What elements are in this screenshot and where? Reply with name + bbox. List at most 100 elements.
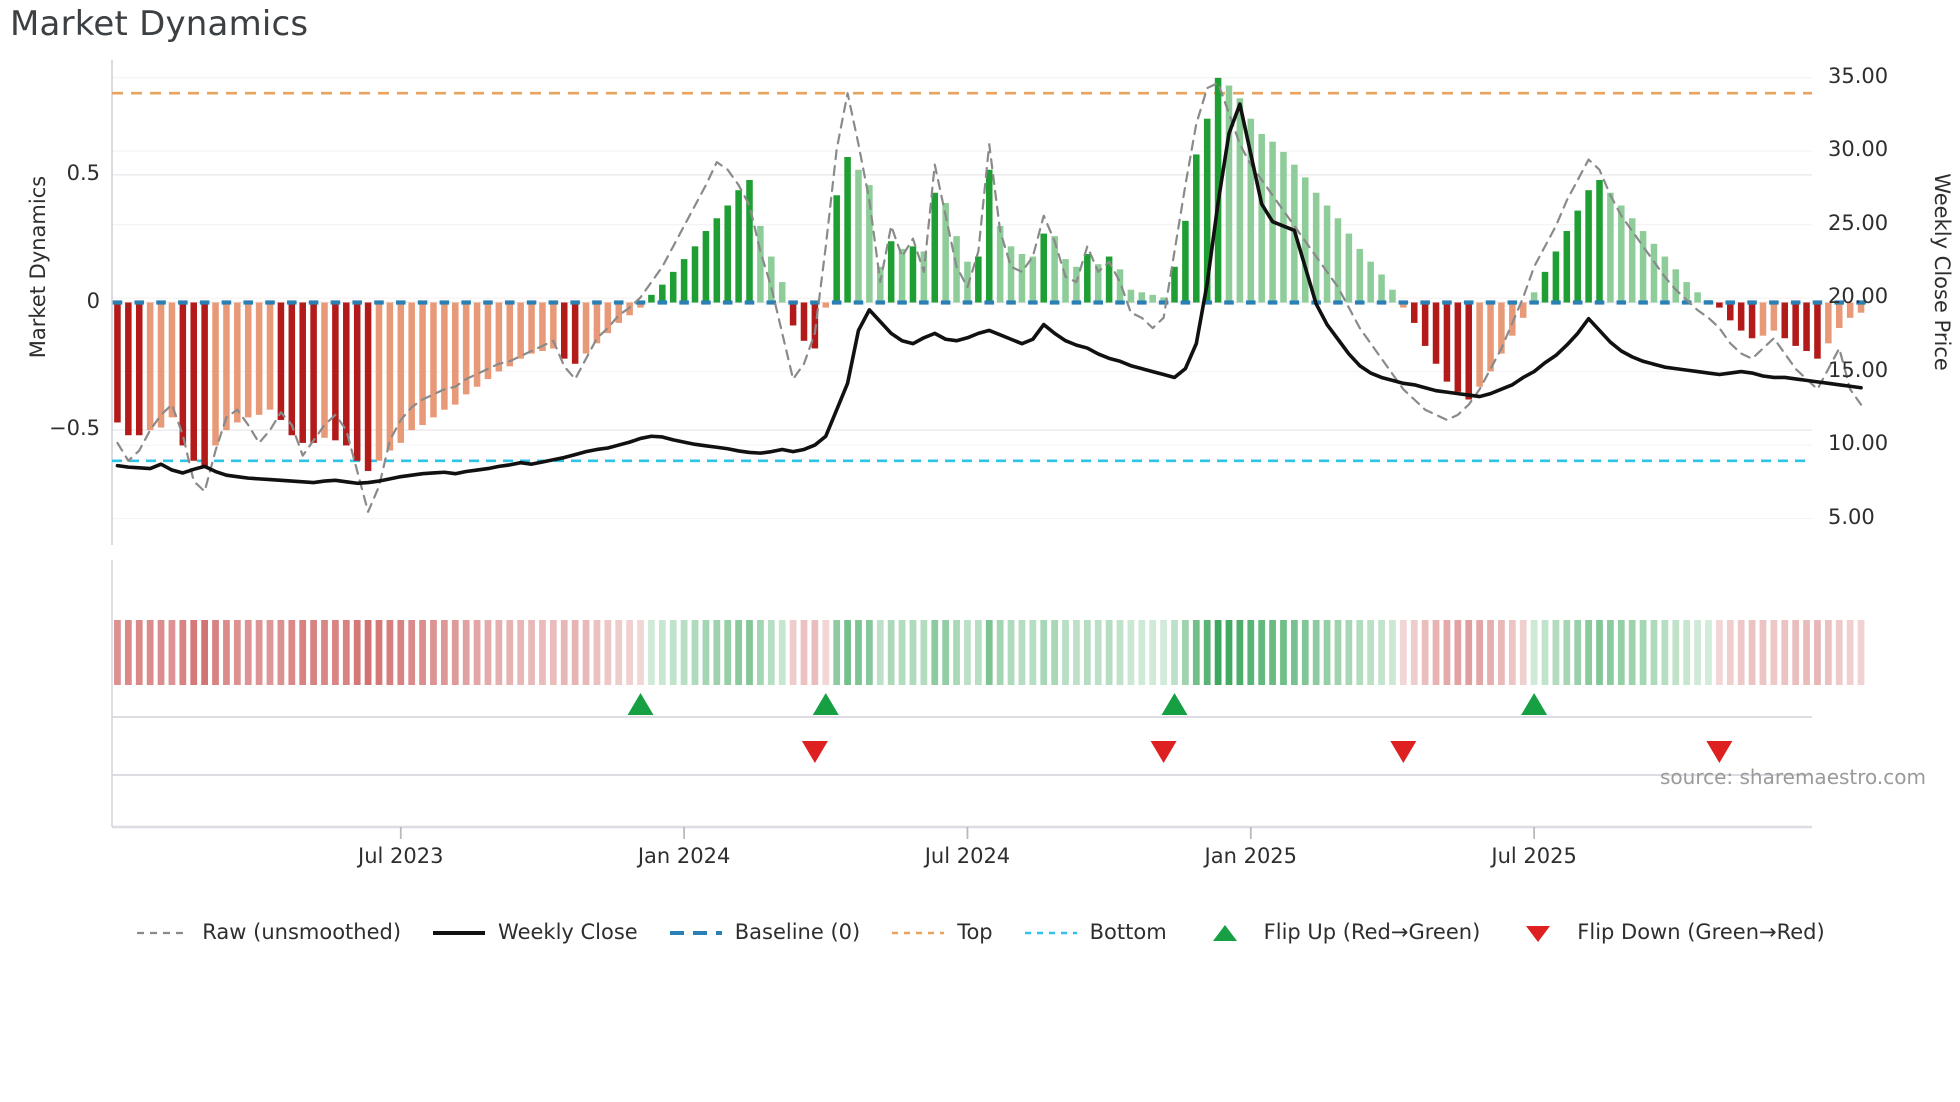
- heatmap-cell: [419, 620, 426, 685]
- bar-market-dynamics: [1073, 266, 1080, 303]
- legend-swatch: [668, 922, 724, 942]
- heatmap-cell: [1694, 620, 1701, 685]
- bar-market-dynamics: [190, 302, 197, 461]
- bar-market-dynamics: [1454, 302, 1462, 392]
- flip-down-marker[interactable]: [1706, 741, 1733, 763]
- legend-item-top[interactable]: Top: [890, 920, 993, 944]
- bar-market-dynamics: [146, 302, 154, 431]
- heatmap-cell: [1192, 620, 1200, 685]
- heatmap-cell: [626, 620, 634, 685]
- flip-up-marker[interactable]: [1161, 693, 1188, 715]
- heatmap-cell: [342, 620, 350, 685]
- bar-market-dynamics: [386, 302, 394, 451]
- bar-market-dynamics: [571, 302, 579, 364]
- heatmap-cell: [1051, 620, 1059, 685]
- heatmap-cell: [1814, 620, 1821, 685]
- heatmap-cell: [1792, 620, 1800, 685]
- bar-market-dynamics: [669, 271, 677, 303]
- heatmap-cell: [244, 620, 252, 685]
- bar-market-dynamics: [1509, 302, 1516, 336]
- x-axis-tick: Jul 2023: [358, 844, 444, 868]
- bar-market-dynamics: [1171, 266, 1178, 303]
- heatmap-cell: [844, 620, 851, 685]
- bar-market-dynamics: [1389, 289, 1396, 303]
- heatmap-cell: [1726, 620, 1734, 685]
- heatmap-cell: [157, 620, 165, 685]
- bar-market-dynamics: [1661, 256, 1669, 303]
- legend-item-flip-down-green-red[interactable]: Flip Down (Green→Red): [1510, 920, 1825, 944]
- bar-market-dynamics: [1247, 118, 1255, 303]
- legend-item-bottom[interactable]: Bottom: [1023, 920, 1167, 944]
- heatmap-cell: [1062, 620, 1069, 685]
- bar-market-dynamics: [735, 190, 742, 303]
- legend-item-raw-unsmoothed[interactable]: Raw (unsmoothed): [135, 920, 401, 944]
- bar-market-dynamics: [408, 302, 415, 431]
- y-axis-tick-right: 25.00: [1828, 210, 1889, 235]
- heatmap-cell: [1290, 620, 1298, 685]
- heatmap-cell: [430, 620, 437, 685]
- legend-item-weekly-close[interactable]: Weekly Close: [431, 920, 638, 944]
- bar-market-dynamics: [648, 294, 655, 303]
- bar-market-dynamics: [321, 302, 328, 438]
- bar-market-dynamics: [1323, 205, 1331, 303]
- heatmap-cell: [1737, 620, 1745, 685]
- heatmap-cell: [1465, 620, 1473, 685]
- legend-marker-triangle-down: [1526, 926, 1551, 942]
- legend-label: Flip Down (Green→Red): [1577, 920, 1825, 944]
- bar-market-dynamics: [1193, 154, 1200, 303]
- heatmap-cell: [1247, 620, 1255, 685]
- bar-market-dynamics: [234, 302, 241, 423]
- heatmap-cell: [1258, 620, 1266, 685]
- flip-down-marker[interactable]: [801, 741, 828, 763]
- bar-market-dynamics: [1149, 294, 1156, 303]
- heatmap-cell: [440, 620, 448, 685]
- bar-market-dynamics: [1574, 210, 1581, 303]
- bar-market-dynamics: [1694, 292, 1701, 303]
- x-axis-tick: Jul 2025: [1491, 844, 1577, 868]
- bar-market-dynamics: [135, 302, 143, 436]
- bar-market-dynamics: [1737, 302, 1745, 331]
- heatmap-cell: [920, 620, 928, 685]
- heatmap-cell: [702, 620, 710, 685]
- bar-market-dynamics: [975, 256, 982, 303]
- heatmap-cell: [179, 620, 187, 685]
- heatmap-cell: [724, 620, 732, 685]
- heatmap-cell: [1650, 620, 1658, 685]
- y-axis-tick-right: 35.00: [1828, 63, 1889, 88]
- flip-up-marker[interactable]: [627, 693, 654, 715]
- heatmap-cell: [1661, 620, 1669, 685]
- flip-down-marker[interactable]: [1390, 741, 1417, 763]
- heatmap-cell: [1715, 620, 1723, 685]
- bar-market-dynamics: [1814, 302, 1821, 359]
- heatmap-cell: [1160, 620, 1167, 685]
- heatmap-cell: [375, 620, 383, 685]
- legend-item-flip-up-red-green[interactable]: Flip Up (Red→Green): [1197, 920, 1480, 944]
- flip-down-marker[interactable]: [1150, 741, 1177, 763]
- heatmap-cell: [996, 620, 1004, 685]
- heatmap-cell: [549, 620, 557, 685]
- bar-market-dynamics: [1421, 302, 1429, 346]
- bar-market-dynamics: [985, 169, 993, 303]
- legend-item-baseline-0[interactable]: Baseline (0): [668, 920, 860, 944]
- bar-market-dynamics: [1367, 261, 1374, 303]
- flip-up-marker[interactable]: [812, 693, 839, 715]
- heatmap-cell: [528, 620, 535, 685]
- bar-market-dynamics: [1432, 302, 1440, 364]
- heatmap-cell: [1454, 620, 1462, 685]
- heatmap-cell: [462, 620, 470, 685]
- legend-swatch: [1023, 922, 1079, 942]
- flip-up-marker[interactable]: [1521, 693, 1548, 715]
- bar-market-dynamics: [462, 302, 470, 395]
- heatmap-cell: [1356, 620, 1364, 685]
- heatmap-cell: [953, 620, 960, 685]
- bar-market-dynamics: [560, 302, 568, 359]
- heatmap-cell: [408, 620, 416, 685]
- bar-market-dynamics: [1465, 302, 1472, 400]
- heatmap-cell: [680, 620, 688, 685]
- bar-market-dynamics: [397, 302, 405, 443]
- heatmap-cell: [1487, 620, 1494, 685]
- bar-market-dynamics: [1585, 190, 1592, 303]
- y-axis-tick-left: 0: [86, 288, 100, 313]
- bar-market-dynamics: [964, 261, 971, 303]
- bar-market-dynamics: [277, 302, 285, 420]
